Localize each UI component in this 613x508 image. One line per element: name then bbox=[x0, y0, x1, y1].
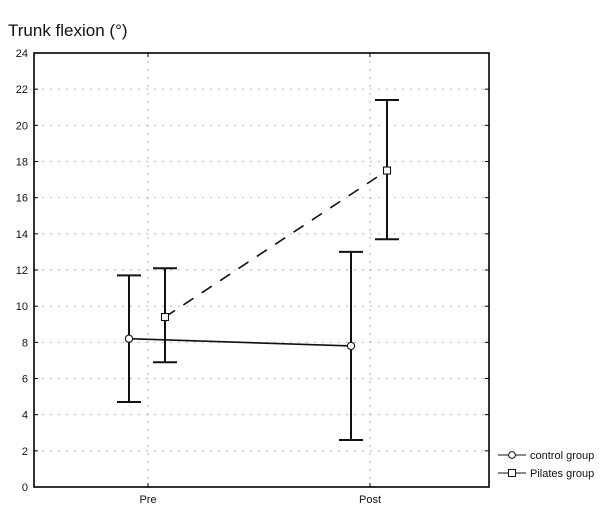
legend-marker-pilates-group bbox=[508, 469, 516, 477]
chart-title-text: Trunk flexion bbox=[8, 21, 105, 40]
plot-frame bbox=[33, 52, 490, 488]
y-tick-label: 16 bbox=[16, 193, 28, 205]
series-layer bbox=[117, 99, 399, 441]
y-tick-label: 8 bbox=[22, 337, 28, 349]
grid bbox=[34, 53, 489, 487]
control-group-point bbox=[346, 341, 356, 351]
legend: control group Pilates group bbox=[498, 450, 594, 480]
y-tick-label: 6 bbox=[22, 374, 28, 386]
x-tick-label: Pre bbox=[139, 494, 156, 506]
chart-title: Trunk flexion (°) bbox=[8, 21, 128, 40]
y-tick-label: 14 bbox=[16, 229, 28, 241]
y-tick-label: 22 bbox=[16, 84, 28, 96]
y-tick-label: 4 bbox=[22, 410, 28, 422]
y-tick-label: 2 bbox=[22, 446, 28, 458]
legend-marker-control-group bbox=[508, 451, 516, 459]
legend-label-pilates-group: Pilates group bbox=[530, 468, 594, 480]
y-tick-label: 0 bbox=[22, 482, 28, 494]
pilates-group-line bbox=[164, 169, 388, 318]
y-tick-label: 12 bbox=[16, 265, 28, 277]
pilates-group-point bbox=[382, 166, 392, 175]
x-tick-label: Post bbox=[359, 494, 381, 506]
y-tick-label: 20 bbox=[16, 120, 28, 132]
legend-label-control-group: control group bbox=[530, 450, 594, 462]
y-tick-label: 10 bbox=[16, 301, 28, 313]
y-tick-label: 18 bbox=[16, 157, 28, 169]
pilates-group-point bbox=[160, 312, 170, 322]
control-group-point bbox=[124, 334, 134, 343]
y-tick-label: 24 bbox=[16, 48, 28, 60]
chart-title-unit: (°) bbox=[109, 21, 127, 40]
